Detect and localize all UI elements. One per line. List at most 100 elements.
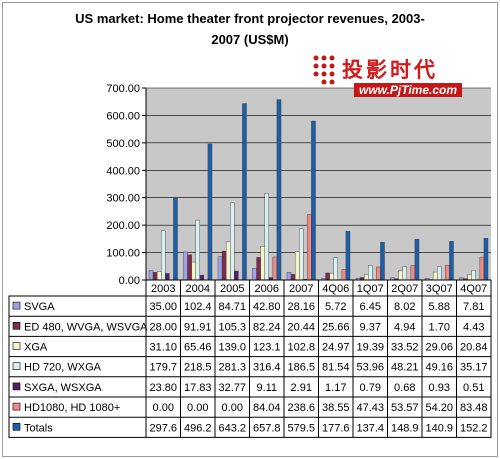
bar	[432, 271, 438, 281]
data-table-cell: 148.9	[391, 422, 419, 434]
data-table-cell: 140.9	[425, 422, 453, 434]
data-table-cell: 102.4	[184, 301, 212, 313]
data-table-cell: 81.54	[322, 362, 350, 374]
data-table-cell: 84.04	[253, 402, 281, 414]
legend-series-label: Totals	[24, 422, 53, 434]
data-table-cell: 102.8	[287, 342, 315, 354]
legend-series-label: SVGA	[24, 301, 55, 313]
bar	[345, 231, 351, 281]
bar	[191, 261, 196, 281]
bar	[183, 251, 188, 281]
data-table-cell: 139.0	[218, 342, 246, 354]
bar	[199, 274, 205, 281]
data-table-cell: 19.39	[356, 342, 384, 354]
bar	[286, 272, 292, 281]
data-table-cell: 4.43	[463, 321, 484, 333]
data-table-cell: 0.51	[463, 382, 484, 394]
data-table-cell: 0.79	[360, 382, 381, 394]
legend-swatch	[12, 362, 21, 371]
y-tick-label: 600.00	[106, 110, 140, 122]
data-table-cell: 49.16	[425, 362, 453, 374]
bar	[252, 268, 257, 281]
data-table-cell: 5.72	[325, 301, 346, 313]
y-tick-label: 0.00	[119, 275, 140, 287]
bar	[333, 257, 338, 281]
x-category-label: 2Q07	[391, 283, 418, 295]
bar	[398, 270, 403, 281]
data-table-cell: 53.96	[356, 362, 384, 374]
bar	[299, 228, 304, 281]
data-table-cell: 316.4	[253, 362, 281, 374]
data-table-cell: 0.93	[429, 382, 450, 394]
data-table-cell: 281.3	[218, 362, 246, 374]
bar	[290, 274, 296, 281]
chart-title: US market: Home theater front projector …	[40, 8, 460, 50]
x-category-label: 2006	[255, 283, 279, 295]
chart-title-line-1: US market: Home theater front projector …	[75, 11, 425, 26]
bar	[276, 99, 282, 281]
legend-swatch	[12, 422, 21, 431]
data-table-cell: 28.16	[287, 301, 315, 313]
data-table-cell: 105.3	[218, 321, 246, 333]
x-category-label: 4Q06	[322, 283, 349, 295]
data-table-cell: 24.97	[322, 342, 350, 354]
data-table-cell: 84.71	[218, 301, 246, 313]
data-table-cell: 579.5	[287, 422, 315, 434]
data-table-cell: 9.11	[256, 382, 277, 394]
y-tick-label: 700.00	[106, 83, 140, 95]
bar	[256, 257, 261, 281]
bar	[368, 264, 373, 281]
x-category-label: 3Q07	[426, 283, 453, 295]
data-table-cell: 28.00	[149, 321, 177, 333]
data-table-cell: 35.00	[149, 301, 177, 313]
bar	[148, 270, 154, 281]
bar	[483, 238, 489, 281]
data-table-cell: 23.80	[149, 382, 177, 394]
y-tick-label: 300.00	[106, 193, 140, 205]
pjtime-watermark-logo: 投影时代 www.PjTime.com	[306, 48, 492, 108]
bar	[234, 270, 239, 281]
data-table-cell: 83.48	[460, 402, 488, 414]
data-table-cell: 643.2	[218, 422, 246, 434]
logo-url-text: www.PjTime.com	[354, 83, 463, 97]
data-table-cell: 91.91	[184, 321, 212, 333]
bar	[242, 103, 247, 281]
data-table-cell: 0.00	[222, 402, 243, 414]
data-table-cell: 33.52	[391, 342, 419, 354]
y-tick-label: 400.00	[106, 165, 140, 177]
data-table-cell: 4.94	[394, 321, 415, 333]
bar	[173, 198, 178, 281]
data-table-cell: 82.24	[253, 321, 281, 333]
x-category-label: 2007	[289, 283, 313, 295]
data-table-cell: 32.77	[218, 382, 246, 394]
data-table-cell: 8.02	[394, 301, 415, 313]
logo-dots-icon	[313, 55, 335, 85]
data-table-cell: 1.17	[325, 382, 346, 394]
bar	[152, 272, 158, 281]
data-table-cell: 17.83	[184, 382, 212, 394]
data-table-cell: 65.46	[184, 342, 212, 354]
bar	[311, 120, 316, 281]
bar	[325, 272, 330, 281]
data-table-cell: 7.81	[463, 301, 484, 313]
legend-swatch	[12, 342, 21, 350]
bar	[341, 269, 347, 281]
bar	[380, 242, 385, 281]
data-table-cell: 179.7	[149, 362, 177, 374]
x-category-label: 4Q07	[460, 283, 487, 295]
bar	[445, 264, 450, 281]
bar	[437, 266, 442, 281]
y-tick-label: 100.00	[106, 248, 140, 260]
data-table-cell: 38.55	[322, 402, 350, 414]
bar	[410, 265, 416, 281]
data-table-cell: 186.5	[287, 362, 315, 374]
data-table-cell: 0.68	[394, 382, 415, 394]
bar	[329, 272, 334, 281]
data-table-cell: 42.80	[253, 301, 281, 313]
bar	[402, 266, 407, 281]
data-table-cell: 297.6	[149, 422, 177, 434]
bar	[207, 143, 213, 281]
bar	[230, 202, 235, 281]
bar	[264, 193, 269, 281]
